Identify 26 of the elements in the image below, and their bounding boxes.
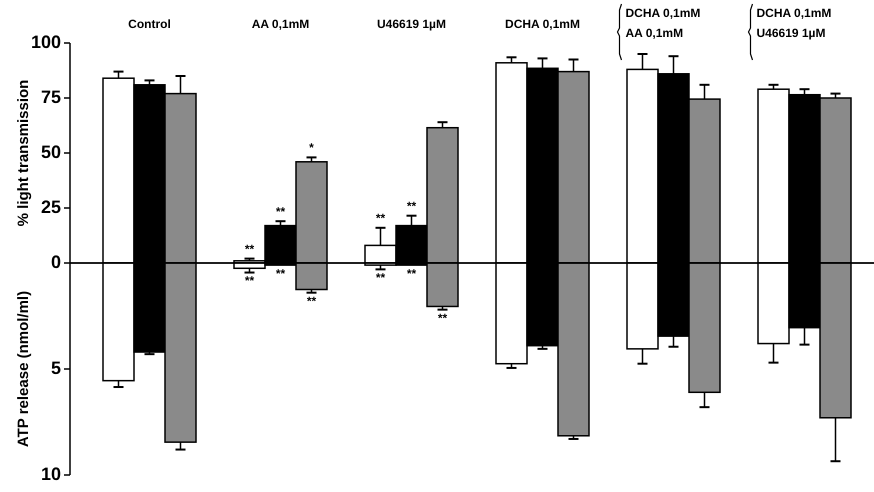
y-tick-label: 50 bbox=[40, 142, 61, 162]
y-tick-label: 100 bbox=[30, 32, 61, 52]
data-label: ** bbox=[276, 204, 286, 218]
data-label: ** bbox=[438, 310, 448, 325]
x-tick-label: Control bbox=[128, 17, 171, 32]
y-tick-label: 25 bbox=[40, 196, 61, 217]
y-tick-label: 0 bbox=[50, 252, 61, 272]
data-label: ** bbox=[244, 242, 254, 256]
data-label: ** bbox=[276, 266, 286, 280]
y-axis-title: % light transmission bbox=[14, 80, 32, 226]
data-label: ** bbox=[376, 270, 386, 285]
x-tick-label: DCHA 0,1mM bbox=[505, 17, 580, 32]
data-label: ** bbox=[406, 266, 416, 280]
y-tick-label: 75 bbox=[40, 86, 61, 107]
y-tick-label: 5 bbox=[50, 358, 61, 378]
data-label: * bbox=[309, 140, 314, 155]
data-label: ** bbox=[406, 198, 416, 213]
y-axis-title: ATP release (nmol/ml) bbox=[14, 290, 32, 448]
x-tick-label: DCHA 0,1mM AA 0,1mM bbox=[626, 6, 700, 40]
x-tick-label: DCHA 0,1mM U46619 1µM bbox=[756, 6, 832, 40]
y-tick-label: 10 bbox=[40, 464, 61, 484]
x-tick-label: AA 0,1mM bbox=[252, 17, 310, 32]
data-label: ** bbox=[376, 210, 386, 225]
x-tick-label: U46619 1µM bbox=[377, 17, 446, 32]
data-label: ** bbox=[306, 294, 316, 308]
data-label: ** bbox=[244, 274, 254, 288]
